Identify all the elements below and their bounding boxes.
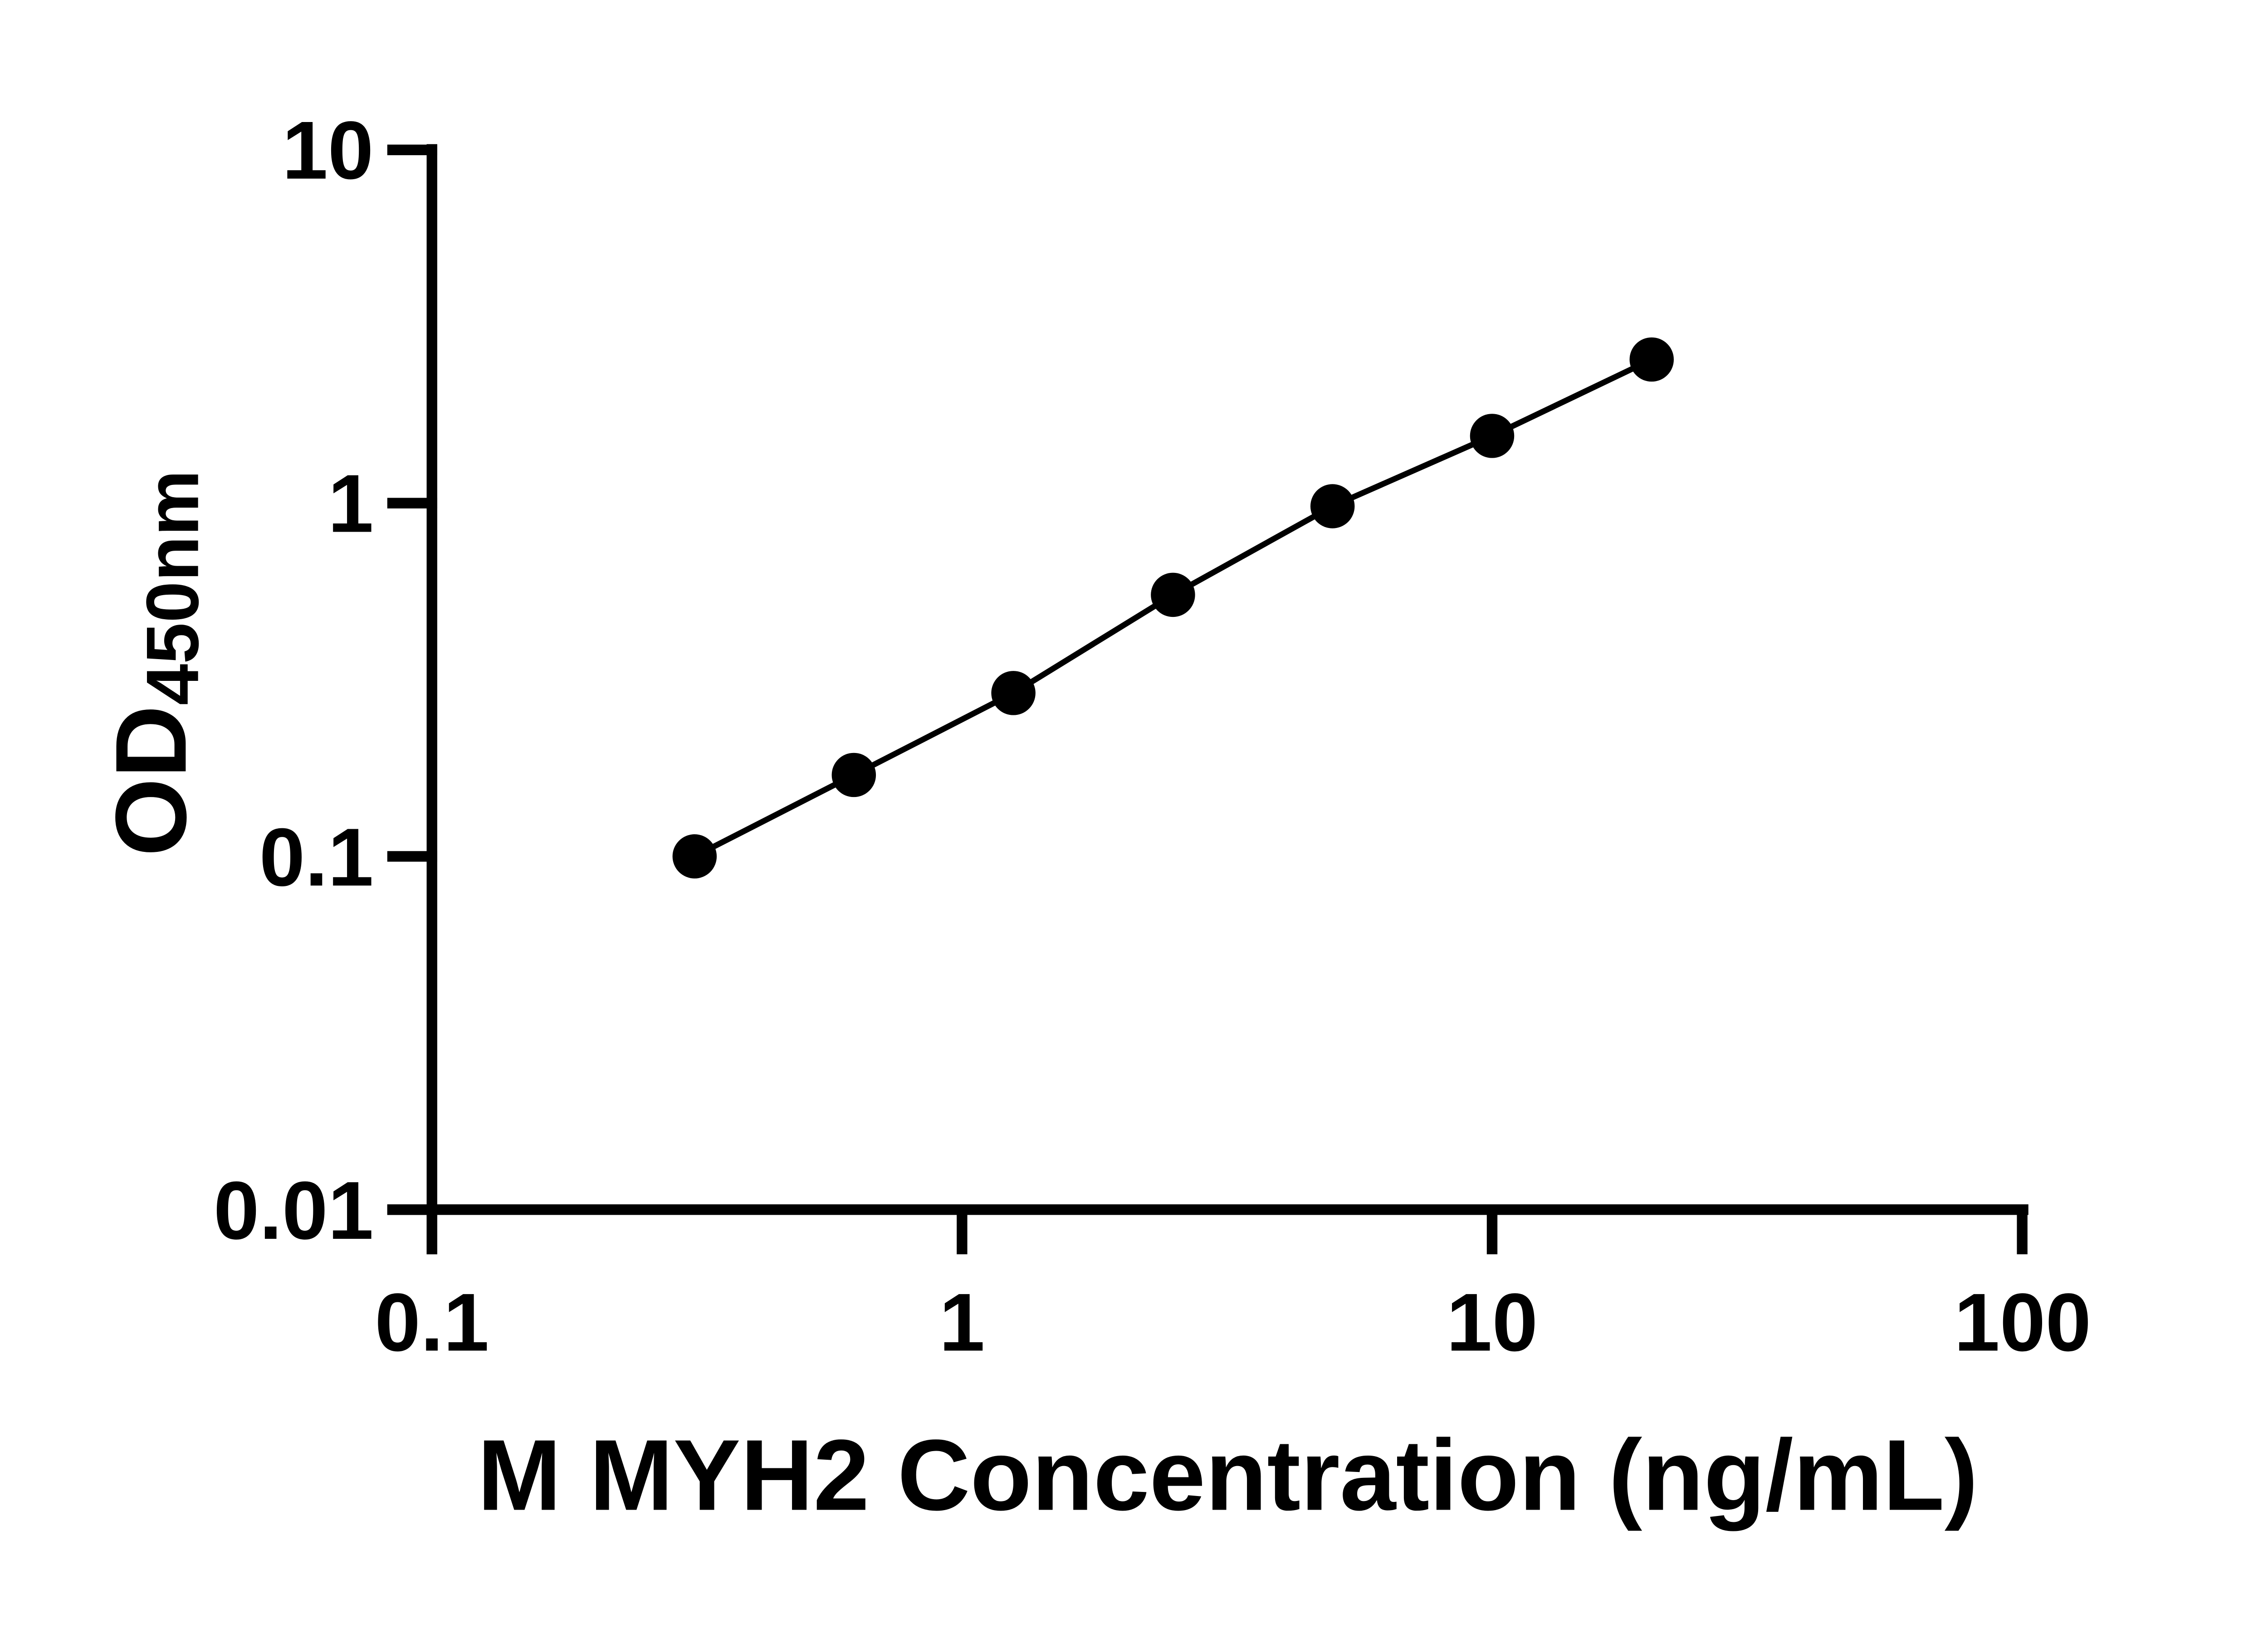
data-point-20 — [1629, 337, 1674, 382]
y-axis-tick-labels: 10 1 0.1 0.01 — [214, 105, 374, 1257]
elisa-standard-curve-figure: 10 1 0.1 0.01 0.1 1 10 100 M MYH2 Concen… — [95, 104, 2092, 1532]
y-axis-title-subscript: 450nm — [131, 470, 214, 705]
data-point-0.625 — [831, 753, 876, 797]
y-tick-label-10: 10 — [282, 105, 374, 196]
data-point-5 — [1310, 484, 1355, 528]
data-point-2.5 — [1151, 572, 1195, 617]
data-point-1.25 — [991, 671, 1036, 715]
x-tick-label-0.1: 0.1 — [375, 1277, 489, 1369]
x-tick-label-10: 10 — [1447, 1277, 1538, 1369]
x-axis-title: M MYH2 Concentration (ng/mL) — [477, 1419, 1978, 1531]
y-axis-ticks — [387, 144, 437, 1215]
y-axis-title-main: OD — [95, 705, 207, 856]
x-axis-ticks — [426, 1209, 2028, 1255]
axes — [387, 144, 2028, 1255]
chart-canvas: 10 1 0.1 0.01 0.1 1 10 100 M MYH2 Concen… — [95, 104, 2092, 1532]
y-tick-label-1: 1 — [328, 458, 374, 550]
y-axis-title: OD450nm — [95, 470, 214, 856]
x-tick-label-100: 100 — [1954, 1277, 2091, 1369]
y-tick-label-0.01: 0.01 — [214, 1165, 374, 1257]
x-tick-label-1: 1 — [939, 1277, 985, 1369]
data-series — [672, 337, 1674, 879]
data-point-10 — [1470, 414, 1515, 458]
x-axis-tick-labels: 0.1 1 10 100 — [375, 1277, 2091, 1369]
y-tick-label-0.1: 0.1 — [259, 812, 374, 903]
data-point-0.313 — [672, 834, 717, 879]
